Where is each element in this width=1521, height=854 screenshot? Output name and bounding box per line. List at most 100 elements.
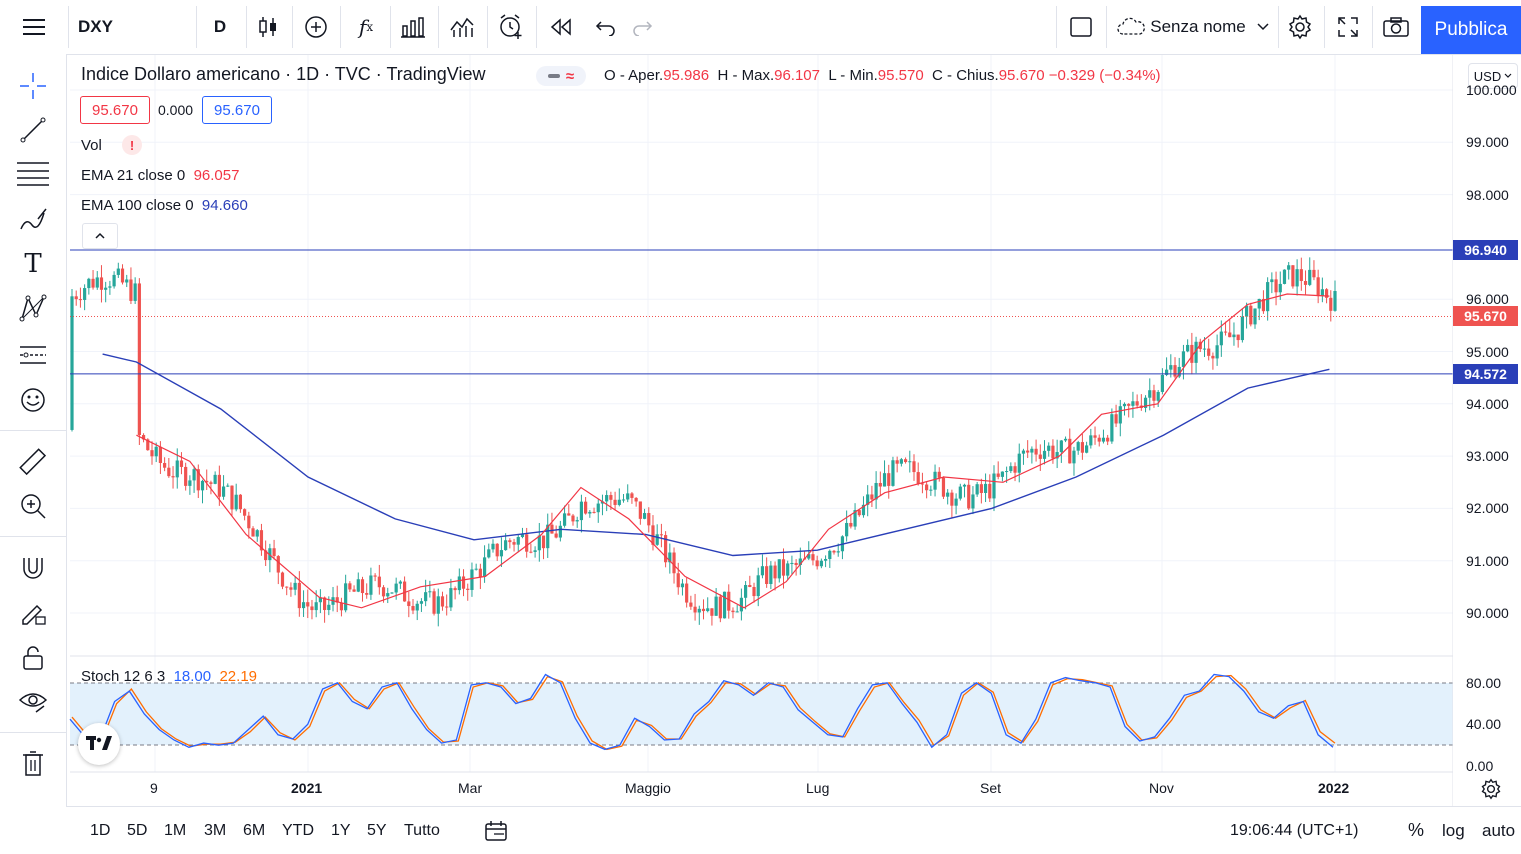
candle-body — [912, 461, 916, 473]
candle-body — [1324, 289, 1329, 298]
vol-label[interactable]: Vol — [81, 137, 102, 154]
candle-body — [1135, 401, 1139, 406]
candle-body — [411, 606, 415, 611]
range-button-1d[interactable]: 1D — [90, 821, 111, 839]
buy-price-button[interactable]: 95.670 — [202, 96, 272, 124]
candle-body — [87, 278, 91, 289]
collapse-legend-button[interactable] — [82, 223, 118, 249]
candle-body — [845, 522, 849, 537]
candle-body — [727, 591, 731, 611]
candle-body — [714, 596, 718, 616]
lock-icon[interactable] — [12, 640, 54, 676]
candle-body — [1026, 450, 1030, 453]
add-compare-icon[interactable] — [296, 0, 336, 54]
warning-icon[interactable]: ! — [122, 135, 142, 155]
candle-body — [600, 501, 605, 504]
symbol-search-button[interactable]: DXY — [78, 17, 113, 36]
fib-retracement-icon[interactable] — [12, 156, 54, 192]
crosshair-icon[interactable] — [12, 68, 54, 104]
currency-dropdown[interactable]: USD — [1468, 63, 1518, 89]
candle-body — [1013, 466, 1017, 473]
stoch-legend[interactable]: Stoch 12 6 3 18.00 22.19 — [81, 668, 257, 685]
range-button-ytd[interactable]: YTD — [282, 821, 314, 839]
candle-body — [773, 565, 777, 579]
candle-body — [1160, 374, 1164, 392]
magnet-icon[interactable] — [12, 550, 54, 586]
candle-body — [874, 482, 878, 500]
price-tick-label: 93.000 — [1466, 448, 1509, 465]
log-toggle[interactable]: log — [1442, 820, 1465, 840]
ema100-label: EMA 100 close 0 — [81, 197, 194, 214]
zoom-in-icon[interactable] — [12, 488, 54, 524]
date-range-icon[interactable] — [484, 807, 508, 854]
price-chart[interactable] — [67, 55, 1453, 806]
range-button-5d[interactable]: 5D — [127, 821, 148, 839]
time-tick-label: Maggio — [625, 780, 671, 796]
candle-body — [925, 484, 929, 491]
templates-icon[interactable] — [393, 0, 433, 54]
settings-icon[interactable] — [1280, 0, 1320, 54]
clock-label[interactable]: 19:06:44 (UTC+1) — [1230, 821, 1359, 839]
ema21-legend[interactable]: EMA 21 close 0 96.057 — [81, 167, 239, 184]
alert-icon[interactable] — [490, 0, 532, 54]
candle-body — [499, 550, 504, 557]
candle-body — [125, 279, 129, 283]
candle-body — [765, 566, 769, 584]
auto-toggle[interactable]: auto — [1482, 820, 1516, 840]
redo-icon[interactable] — [622, 0, 662, 54]
stoch-tick-label: 40.00 — [1466, 716, 1502, 733]
eye-icon[interactable] — [12, 684, 54, 720]
brush-icon[interactable] — [12, 202, 54, 238]
candle-body — [1333, 291, 1337, 311]
candle-body — [217, 474, 221, 497]
replay-icon[interactable] — [540, 0, 582, 54]
range-button-tutto[interactable]: Tutto — [404, 821, 440, 839]
percent-toggle[interactable]: % — [1408, 820, 1425, 840]
undo-icon[interactable] — [586, 0, 626, 54]
candle-body — [1173, 365, 1177, 377]
publish-button[interactable]: Pubblica — [1421, 6, 1521, 54]
ema21-value: 96.057 — [193, 167, 240, 184]
candle-body — [512, 542, 516, 545]
fullscreen-icon[interactable] — [1328, 0, 1368, 54]
camera-icon[interactable] — [1376, 0, 1416, 54]
candle-body — [1295, 269, 1299, 287]
ema100-legend[interactable]: EMA 100 close 0 94.660 — [81, 197, 248, 214]
candles-icon[interactable] — [248, 0, 288, 54]
candle-body — [651, 525, 655, 545]
range-button-1m[interactable]: 1M — [164, 821, 187, 839]
ruler-icon[interactable] — [12, 444, 54, 480]
emoji-icon[interactable] — [12, 382, 54, 418]
trend-line-icon[interactable] — [12, 112, 54, 148]
trash-icon[interactable] — [12, 746, 54, 782]
candle-body — [1034, 448, 1038, 455]
time-tick-label: Set — [980, 780, 1002, 796]
candle-body — [234, 494, 238, 510]
symbol-title[interactable]: Indice Dollaro americano · 1D · TVC · Tr… — [81, 64, 486, 84]
price-tick-label: 90.000 — [1466, 605, 1509, 621]
range-button-3m[interactable]: 3M — [204, 821, 227, 839]
market-status-badge[interactable]: ≈ — [536, 66, 586, 86]
layout-icon[interactable] — [1060, 0, 1102, 54]
lock-drawing-icon[interactable] — [12, 594, 54, 630]
candle-body — [424, 592, 428, 602]
candle-body — [988, 483, 992, 499]
range-button-6m[interactable]: 6M — [243, 821, 266, 839]
interval-button[interactable]: D — [213, 17, 227, 36]
range-button-5y[interactable]: 5Y — [367, 821, 387, 839]
tradingview-logo[interactable] — [78, 723, 120, 765]
text-tool-icon[interactable]: T — [24, 249, 42, 279]
candle-body — [440, 596, 445, 607]
menu-icon[interactable] — [14, 0, 54, 54]
range-button-1y[interactable]: 1Y — [331, 821, 351, 839]
layout-name-dropdown[interactable]: Senza nome — [1110, 0, 1276, 54]
price-tick-label: 95.000 — [1466, 343, 1509, 360]
candle-body — [1320, 289, 1324, 297]
pattern-icon[interactable] — [12, 290, 54, 326]
candle-body — [638, 501, 642, 519]
sell-price-button[interactable]: 95.670 — [80, 96, 150, 124]
prediction-icon[interactable] — [12, 336, 54, 372]
axis-settings-icon[interactable] — [1480, 778, 1502, 805]
chart-templates-icon[interactable] — [442, 0, 482, 54]
